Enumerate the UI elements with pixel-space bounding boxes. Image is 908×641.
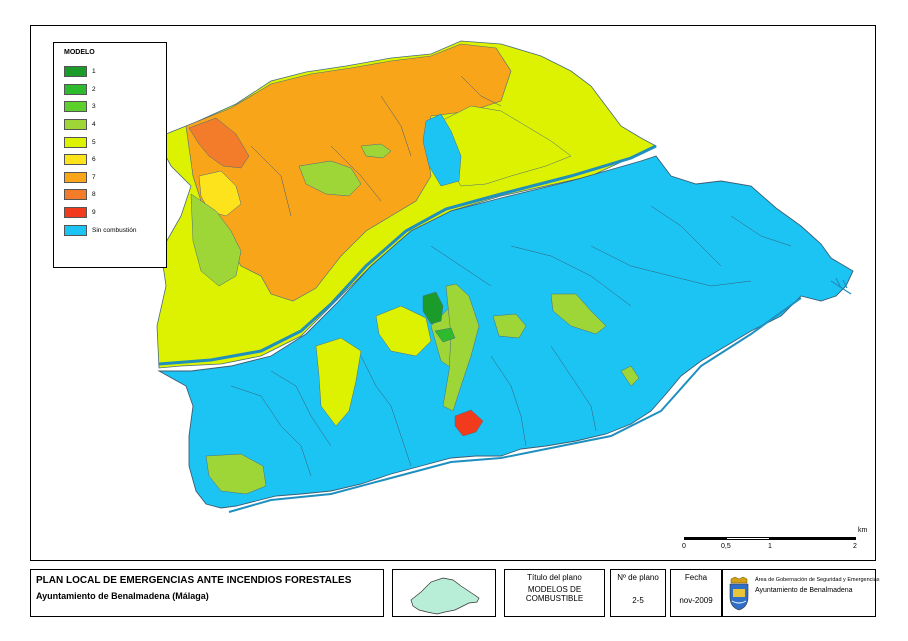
legend-label: 4 (92, 121, 96, 129)
organization-cell: Área de Gobernación de Seguridad y Emerg… (722, 569, 880, 617)
legend-swatch (64, 66, 87, 78)
municipal-crest-icon (729, 576, 749, 611)
legend-label: 2 (92, 85, 96, 93)
legend-item: 1 (64, 63, 166, 81)
sub-title: Ayuntamiento de Benalmadena (Málaga) (36, 591, 209, 601)
legend-item: 2 (64, 81, 166, 99)
legend-title: MODELO (64, 49, 95, 56)
scale-tick-0: 0 (682, 543, 686, 550)
scale-tick-1: 1 (768, 543, 772, 550)
south-green-g (620, 365, 640, 387)
legend-item: 3 (64, 98, 166, 116)
scale-unit: km (858, 527, 868, 534)
model2-patch (434, 327, 456, 343)
legend-label: 9 (92, 209, 96, 217)
scale-tick-05: 0,5 (721, 543, 731, 550)
date-label: Fecha (684, 573, 708, 582)
org-line-2: Ayuntamiento de Benalmadena (755, 587, 853, 594)
legend-rows: 1 2 3 4 5 6 7 8 9 Sin combustión (64, 63, 166, 239)
south-green-f (205, 453, 267, 495)
south-yellow-a (315, 337, 362, 427)
locator-box (392, 569, 496, 617)
fuel-model-map (155, 40, 854, 513)
legend-swatch (64, 136, 87, 148)
scale-segment-1 (684, 537, 726, 540)
legend-swatch (64, 119, 87, 131)
legend-item: 8 (64, 186, 166, 204)
yellow-green-valley (440, 105, 572, 187)
legend-item: 5 (64, 133, 166, 151)
scale-bar: km 0 0,5 1 2 (682, 527, 867, 559)
plan-title-box: PLAN LOCAL DE EMERGENCIAS ANTE INCENDIOS… (30, 569, 384, 617)
green4-patch-b (360, 143, 392, 159)
main-title: PLAN LOCAL DE EMERGENCIAS ANTE INCENDIOS… (36, 575, 352, 586)
legend-swatch (64, 83, 87, 95)
highway-line (158, 144, 657, 366)
plan-number-cell: Nº de plano 2-5 (610, 569, 666, 617)
legend-label: 7 (92, 173, 96, 181)
south-green-e (550, 293, 607, 335)
org-line-1: Área de Gobernación de Seguridad y Emerg… (755, 577, 880, 583)
south-green-column (442, 283, 480, 412)
scale-segment-3 (770, 537, 856, 540)
orange-dark-patch (188, 117, 250, 169)
port-breakwater (830, 277, 852, 295)
legend-swatch (64, 101, 87, 113)
plan-title-label: Título del plano (527, 573, 582, 582)
legend-swatch (64, 207, 87, 219)
south-yellow-b (375, 305, 432, 357)
plan-title-cell: Título del plano MODELOS DE COMBUSTIBLE (504, 569, 605, 617)
legend-swatch (64, 154, 87, 166)
legend-label: 8 (92, 191, 96, 199)
plan-title-value-2: COMBUSTIBLE (525, 594, 584, 603)
legend: MODELO 1 2 3 4 5 6 7 8 9 Sin combustión (53, 42, 167, 268)
yellow-patch (198, 170, 242, 217)
green4-patch-c (190, 193, 242, 287)
model1-patch (422, 291, 444, 325)
plan-title-value-1: MODELOS DE (527, 585, 582, 594)
legend-label: 1 (92, 68, 96, 76)
scale-tick-2: 2 (853, 543, 857, 550)
plan-number-label: Nº de plano (617, 573, 659, 582)
map-frame: MODELO 1 2 3 4 5 6 7 8 9 Sin combustión km 0 0,5 … (30, 25, 876, 561)
legend-item: 6 (64, 151, 166, 169)
legend-swatch (64, 189, 87, 201)
blue-notch-north (422, 113, 462, 187)
legend-item: 4 (64, 116, 166, 134)
legend-label: 5 (92, 138, 96, 146)
legend-label: Sin combustión (92, 226, 137, 234)
parcel-lines (230, 75, 792, 477)
model9-patch (454, 409, 484, 437)
locator-map (410, 577, 480, 615)
date-value: nov-2009 (679, 596, 713, 605)
legend-swatch (64, 224, 87, 236)
coast-road (228, 297, 802, 513)
legend-label: 3 (92, 103, 96, 111)
date-cell: Fecha nov-2009 (670, 569, 722, 617)
south-green-d (492, 313, 527, 339)
scale-segment-2 (726, 537, 770, 540)
legend-label: 6 (92, 156, 96, 164)
green4-patch-a (298, 160, 362, 197)
plan-number-value: 2-5 (632, 596, 644, 605)
legend-item: Sin combustión (64, 221, 166, 239)
legend-item: 9 (64, 204, 166, 222)
legend-swatch (64, 171, 87, 183)
legend-item: 7 (64, 169, 166, 187)
